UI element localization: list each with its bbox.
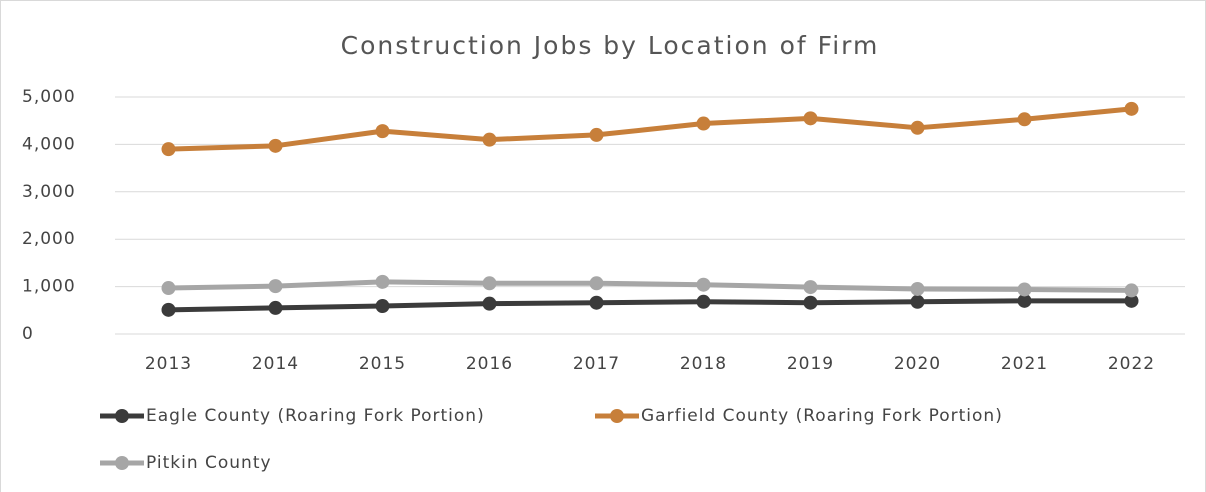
y-tick-label: 5,000 <box>22 87 76 107</box>
data-point <box>1124 101 1139 116</box>
legend-marker <box>610 409 624 423</box>
x-tick-label: 2021 <box>1001 354 1048 374</box>
data-point <box>910 294 925 309</box>
data-point <box>803 295 818 310</box>
legend-marker <box>115 456 129 470</box>
data-point <box>161 302 176 317</box>
data-point <box>1017 112 1032 127</box>
legend-marker <box>115 409 129 423</box>
data-point <box>161 142 176 157</box>
data-point <box>1017 282 1032 297</box>
x-tick-label: 2014 <box>252 354 299 374</box>
x-tick-label: 2017 <box>573 354 620 374</box>
data-point <box>696 116 711 131</box>
y-tick-label: 2,000 <box>22 229 76 249</box>
series-line <box>168 106 1132 152</box>
data-point <box>375 124 390 139</box>
data-point <box>910 120 925 135</box>
data-point <box>482 296 497 311</box>
x-tick-label: 2022 <box>1108 354 1155 374</box>
data-point <box>268 279 283 294</box>
data-point <box>696 277 711 292</box>
y-tick-label: 3,000 <box>22 182 76 202</box>
data-point <box>482 276 497 291</box>
legend-label: Pitkin County <box>146 453 272 473</box>
data-point <box>482 132 497 147</box>
data-point <box>1017 293 1032 308</box>
data-point <box>696 294 711 309</box>
series-line <box>168 279 1132 293</box>
y-tick-label: 0 <box>22 324 34 344</box>
data-point <box>268 138 283 153</box>
data-point <box>161 281 176 296</box>
legend-label: Garfield County (Roaring Fork Portion) <box>641 406 1003 426</box>
x-tick-label: 2015 <box>359 354 406 374</box>
y-tick-label: 4,000 <box>22 134 76 154</box>
data-point <box>268 300 283 315</box>
x-tick-label: 2013 <box>145 354 192 374</box>
legend-label: Eagle County (Roaring Fork Portion) <box>146 406 485 426</box>
data-point <box>589 127 604 142</box>
x-tick-label: 2020 <box>894 354 941 374</box>
data-point <box>375 299 390 314</box>
y-tick-label: 1,000 <box>22 277 76 297</box>
data-point <box>1124 283 1139 298</box>
data-point <box>803 111 818 126</box>
chart-title: Construction Jobs by Location of Firm <box>341 31 880 60</box>
data-point <box>589 276 604 291</box>
data-point <box>803 280 818 295</box>
x-tick-label: 2016 <box>466 354 513 374</box>
data-point <box>589 295 604 310</box>
data-point <box>375 274 390 289</box>
data-point <box>910 281 925 296</box>
x-tick-label: 2018 <box>680 354 727 374</box>
series-line <box>168 298 1132 313</box>
x-tick-label: 2019 <box>787 354 834 374</box>
data-point <box>1124 293 1139 308</box>
